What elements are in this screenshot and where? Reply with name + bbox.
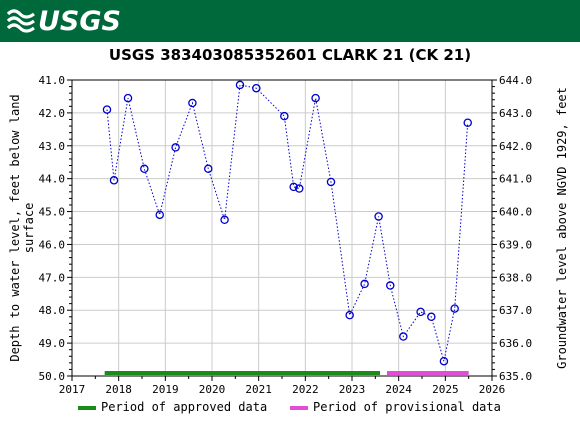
y-right-tick-label: 636.0 — [499, 337, 532, 350]
data-point — [399, 332, 408, 341]
usgs-wave-icon — [6, 9, 35, 33]
data-point — [360, 279, 369, 289]
data-point — [280, 111, 289, 121]
y-left-tick-label: 45.0 — [39, 206, 66, 219]
data-point — [235, 80, 245, 90]
usgs-logo: USGS — [6, 5, 121, 37]
data-point — [252, 83, 261, 93]
y-left-tick-label: 44.0 — [39, 173, 66, 186]
y-right-tick-label: 642.0 — [499, 140, 532, 153]
x-tick-label: 2017 — [59, 383, 86, 396]
y-right-tick-label: 643.0 — [499, 107, 532, 120]
y-right-tick-label: 641.0 — [499, 173, 532, 186]
data-point — [109, 176, 119, 185]
y-left-tick-label: 50.0 — [39, 370, 66, 383]
provisional-period-bar — [387, 371, 469, 375]
y-axis-label-left-line1: Depth to water level, feet below land — [8, 94, 22, 361]
data-point — [289, 182, 298, 192]
grid — [71, 79, 493, 377]
x-tick-label: 2022 — [292, 383, 319, 396]
data-point — [439, 356, 449, 366]
x-tick-label: 2025 — [432, 383, 459, 396]
usgs-banner: USGS — [0, 0, 580, 42]
data-point — [102, 105, 112, 114]
x-tick-label: 2023 — [339, 383, 366, 396]
data-point — [374, 212, 383, 221]
data-point — [295, 184, 304, 193]
y-right-tick-label: 640.0 — [499, 206, 532, 219]
plot-frame — [71, 79, 493, 377]
data-point — [386, 281, 395, 290]
data-point — [204, 164, 213, 174]
y-right-tick-label: 638.0 — [499, 271, 532, 284]
y-axis-label-left-line2: surface — [22, 203, 36, 254]
legend-provisional-swatch — [290, 406, 308, 410]
y-right-tick-label: 644.0 — [499, 74, 532, 87]
period-bars — [104, 371, 469, 375]
x-tick-label: 2018 — [105, 383, 132, 396]
x-tick-label: 2026 — [479, 383, 506, 396]
y-right-tick-label: 639.0 — [499, 238, 532, 251]
data-point — [450, 304, 459, 313]
y-right-tick-label: 637.0 — [499, 304, 532, 317]
x-tick-label: 2024 — [385, 383, 412, 396]
data-point — [188, 98, 197, 108]
y-right-tick-label: 635.0 — [499, 370, 532, 383]
data-point — [155, 210, 164, 220]
data-point — [171, 143, 180, 152]
data-point — [123, 93, 133, 103]
y-left-tick-label: 41.0 — [39, 74, 66, 87]
data-point — [463, 118, 472, 128]
series-line — [106, 84, 469, 362]
legend: Period of approved data Period of provisi… — [78, 400, 501, 414]
y-axis-label-right: Groundwater level above NGVD 1929, feet — [555, 87, 569, 369]
data-point — [427, 312, 436, 322]
approved-period-bar — [104, 371, 381, 375]
legend-approved-swatch — [78, 406, 96, 410]
data-point — [311, 93, 320, 103]
x-tick-label: 2020 — [199, 383, 226, 396]
data-point — [326, 177, 336, 187]
legend-approved-label: Period of approved data — [101, 400, 267, 414]
y-left-tick-label: 47.0 — [39, 271, 66, 284]
data-point — [140, 164, 149, 174]
x-tick-label: 2019 — [152, 383, 179, 396]
y-left-tick-label: 43.0 — [39, 140, 66, 153]
legend-provisional-label: Period of provisional data — [313, 400, 501, 414]
y-left-tick-label: 49.0 — [39, 337, 66, 350]
y-left-tick-label: 46.0 — [39, 238, 66, 251]
data-point — [220, 215, 229, 225]
y-left-tick-label: 48.0 — [39, 304, 66, 317]
usgs-logo-text: USGS — [38, 5, 121, 37]
data-point — [345, 310, 354, 320]
axis-ticks: 2017 2018 2019 2020 2021 2022 2023 2024 2025 2026… — [39, 74, 533, 396]
x-tick-label: 2021 — [245, 383, 272, 396]
y-left-tick-label: 42.0 — [39, 107, 66, 120]
series-depth — [102, 80, 472, 366]
data-point — [416, 307, 425, 317]
chart-title: USGS 383403085352601 CLARK 21 (CK 21) — [109, 46, 471, 64]
